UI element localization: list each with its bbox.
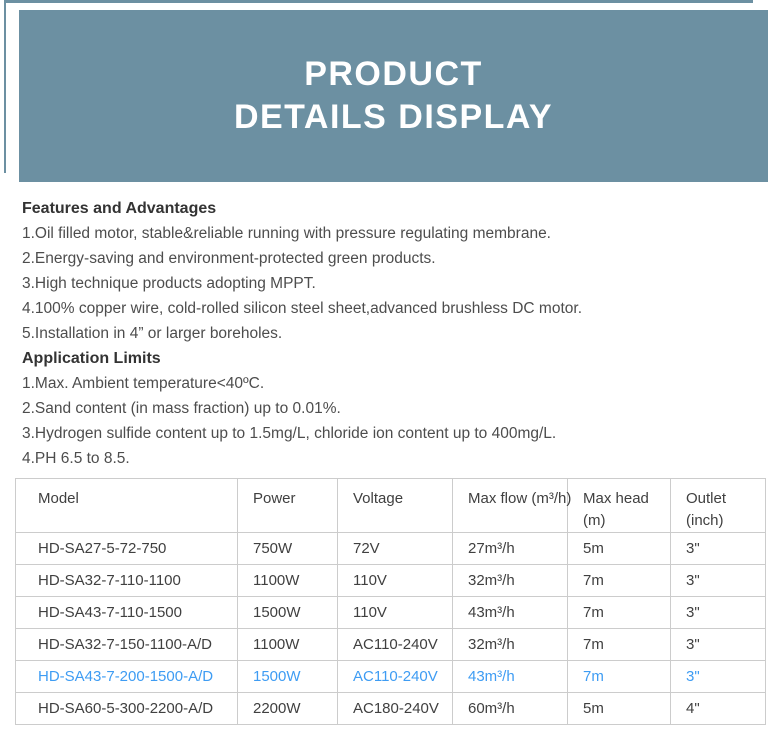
spec-cell: 27m³/h	[452, 532, 568, 565]
section-item: 2.Energy-saving and environment-protecte…	[22, 250, 436, 267]
banner-title-line2: DETAILS DISPLAY	[233, 98, 554, 136]
banner-accent-line	[4, 0, 753, 173]
col-header-voltage: Voltage	[337, 478, 453, 533]
spec-cell: 750W	[237, 532, 338, 565]
col-header-max-flow: Max flow (m³/h)	[452, 478, 571, 533]
banner-title-line1: PRODUCT	[304, 55, 483, 93]
section-item: 5.Installation in 4” or larger boreholes…	[22, 325, 283, 342]
spec-cell: 60m³/h	[452, 692, 568, 725]
spec-cell: 110V	[337, 596, 453, 629]
spec-cell: 3"	[670, 660, 766, 693]
spec-cell: 5m	[567, 532, 671, 565]
spec-cell: 32m³/h	[452, 628, 568, 661]
spec-cell: 5m	[567, 692, 671, 725]
spec-cell: 43m³/h	[452, 596, 568, 629]
spec-cell: 3"	[670, 532, 766, 565]
spec-cell: AC110-240V	[337, 628, 453, 661]
table-row: HD-SA43-7-110-1500 1500W 110V 43m³/h 7m 3"	[15, 596, 766, 629]
spec-cell: 4"	[670, 692, 766, 725]
spec-cell: HD-SA32-7-150-1100-A/D	[15, 628, 238, 661]
col-header-max-head: Max head (m)	[567, 478, 671, 533]
section-heading: Application Limits	[22, 350, 161, 367]
spec-cell: 72V	[337, 532, 453, 565]
section-item: 3.High technique products adopting MPPT.	[22, 275, 316, 292]
section-item: 2.Sand content (in mass fraction) up to …	[22, 400, 341, 417]
spec-cell: 3"	[670, 628, 766, 661]
specs-table: Model Power Voltage Max flow (m³/h) Max …	[15, 478, 766, 725]
spec-cell: HD-SA43-7-110-1500	[15, 596, 238, 629]
spec-cell: 1100W	[237, 628, 338, 661]
section-item: 1.Oil filled motor, stable&reliable runn…	[22, 225, 551, 242]
section-heading: Features and Advantages	[22, 200, 217, 217]
table-row: HD-SA32-7-110-1100 1100W 110V 32m³/h 7m 3"	[15, 564, 766, 597]
spec-cell: 7m	[567, 564, 671, 597]
spec-cell: 7m	[567, 628, 671, 661]
col-header-model: Model	[15, 478, 238, 533]
spec-cell: 7m	[567, 660, 671, 693]
section-item: 4.PH 6.5 to 8.5.	[22, 450, 130, 467]
table-row: HD-SA27-5-72-750 750W 72V 27m³/h 5m 3"	[15, 532, 766, 565]
table-header-row: Model Power Voltage Max flow (m³/h) Max …	[15, 478, 766, 533]
spec-cell: HD-SA60-5-300-2200-A/D	[15, 692, 238, 725]
spec-cell: 1100W	[237, 564, 338, 597]
col-header-power: Power	[237, 478, 338, 533]
hero-section: PRODUCT DETAILS DISPLAY	[0, 0, 778, 183]
spec-cell: 1500W	[237, 596, 338, 629]
section-item: 3.Hydrogen sulfide content up to 1.5mg/L…	[22, 425, 557, 442]
section-item: 4.100% copper wire, cold-rolled silicon …	[22, 300, 583, 317]
spec-cell: 43m³/h	[452, 660, 568, 693]
spec-cell: HD-SA43-7-200-1500-A/D	[15, 660, 238, 693]
col-header-outlet: Outlet (inch)	[670, 478, 766, 533]
section-item: 1.Max. Ambient temperature<40ºC.	[22, 375, 265, 392]
spec-cell: HD-SA32-7-110-1100	[15, 564, 238, 597]
table-row: HD-SA60-5-300-2200-A/D 2200W AC180-240V 60m…	[15, 692, 766, 725]
highlighted-row[interactable]: HD-SA43-7-200-1500-A/D 1500W AC110-240V 43m…	[15, 660, 766, 693]
spec-cell: 3"	[670, 596, 766, 629]
spec-cell: AC180-240V	[337, 692, 453, 725]
spec-cell: 1500W	[237, 660, 338, 693]
spec-cell: 3"	[670, 564, 766, 597]
table-row: HD-SA32-7-150-1100-A/D 1100W AC110-240V 32m…	[15, 628, 766, 661]
product-description: Features and Advantages 1.Oil filled moto…	[22, 196, 778, 471]
spec-cell: 7m	[567, 596, 671, 629]
spec-cell: 32m³/h	[452, 564, 568, 597]
spec-cell: AC110-240V	[337, 660, 453, 693]
sections-container: Features and Advantages 1.Oil filled moto…	[22, 196, 778, 471]
product-details-banner: PRODUCT DETAILS DISPLAY	[19, 10, 768, 182]
spec-cell: 2200W	[237, 692, 338, 725]
spec-cell: 110V	[337, 564, 453, 597]
spec-cell: HD-SA27-5-72-750	[15, 532, 238, 565]
